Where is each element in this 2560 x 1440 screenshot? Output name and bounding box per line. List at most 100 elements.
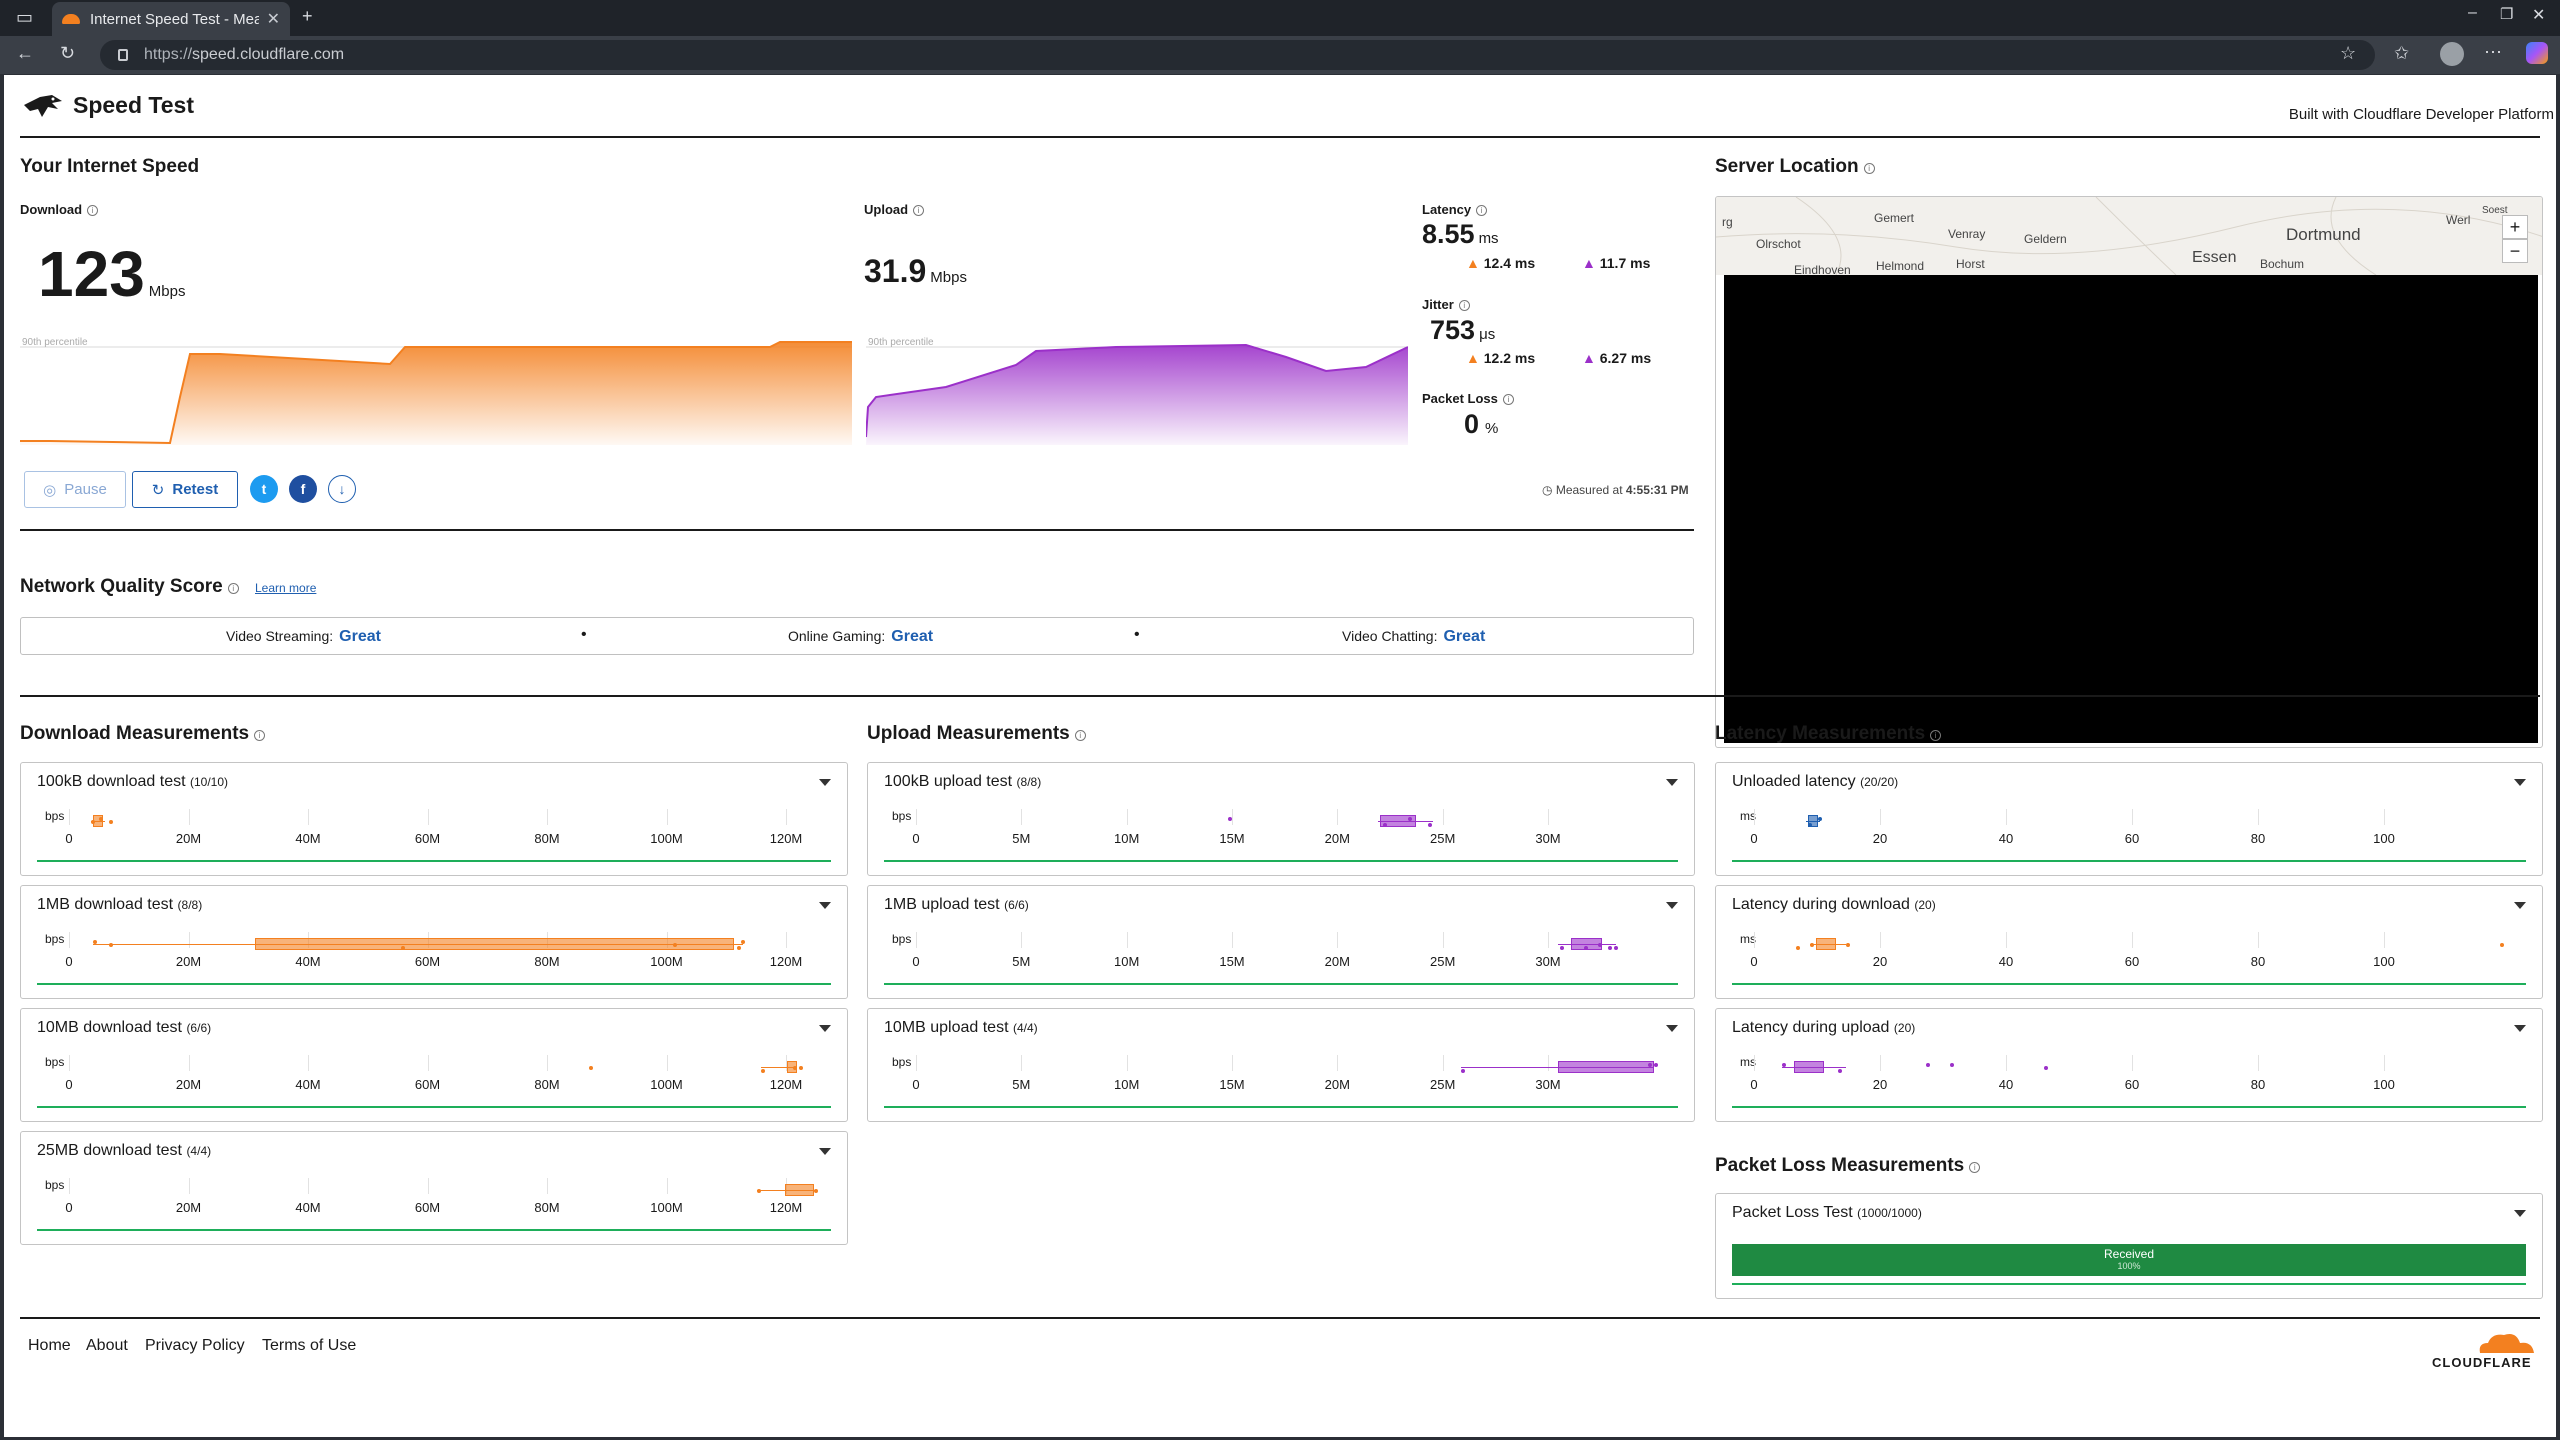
twitter-share-icon[interactable]: t bbox=[250, 475, 278, 503]
sample-point bbox=[1228, 817, 1232, 821]
axis-tick: 0 bbox=[1750, 1077, 1758, 1092]
chevron-down-icon[interactable] bbox=[819, 1148, 831, 1155]
info-icon[interactable]: i bbox=[87, 205, 99, 216]
measurement-card[interactable]: Latency during upload (20) ms 0 20 40 60 80 100 bbox=[1715, 1008, 2543, 1122]
footer-link-terms[interactable]: Terms of Use bbox=[262, 1337, 357, 1354]
info-icon[interactable]: i bbox=[1863, 163, 1875, 174]
status-line bbox=[1732, 860, 2526, 862]
map-label: Olrschot bbox=[1756, 237, 1801, 251]
url-field[interactable]: https:// speed.cloudflare.com bbox=[100, 40, 2375, 70]
axis-tick: 60 bbox=[2124, 954, 2140, 969]
tick-line bbox=[1126, 809, 1128, 825]
download-line bbox=[20, 341, 852, 445]
measurement-card[interactable]: 100kB download test (10/10) bps 0 20M 40M 60M… bbox=[20, 762, 848, 876]
tick-line bbox=[2132, 809, 2133, 825]
tick-line bbox=[2258, 809, 2259, 825]
more-menu-icon[interactable]: ⋯ bbox=[2484, 42, 2502, 62]
chevron-down-icon[interactable] bbox=[819, 902, 831, 909]
axis-tick: 10M bbox=[1114, 954, 1140, 969]
sample-point bbox=[1838, 1069, 1842, 1073]
new-tab-icon[interactable]: + bbox=[302, 6, 313, 26]
built-with-text[interactable]: Built with Cloudflare Developer Platform bbox=[2288, 106, 2554, 123]
measurement-card[interactable]: 100kB upload test (8/8) bps 0 5M 10M 15M 20M 25… bbox=[867, 762, 1695, 876]
chevron-down-icon[interactable] bbox=[1666, 1025, 1678, 1032]
speed-test-logo-icon[interactable] bbox=[22, 91, 64, 121]
chevron-down-icon[interactable] bbox=[2514, 902, 2526, 909]
tick-line bbox=[188, 1178, 190, 1194]
info-icon[interactable]: i bbox=[227, 583, 239, 594]
info-icon[interactable]: i bbox=[1969, 1162, 1981, 1173]
site-title[interactable]: Speed Test bbox=[73, 92, 194, 118]
measurement-card[interactable]: 10MB upload test (4/4) bps 0 5M 10M 15M 20M 25M… bbox=[867, 1008, 1695, 1122]
server-location-map[interactable]: rg Gemert Olrschot Venray Geldern Dortmu… bbox=[1715, 196, 2543, 748]
tick-line bbox=[1232, 1055, 1233, 1071]
packet-loss-card[interactable]: Packet Loss Test (1000/1000) Received 100… bbox=[1715, 1193, 2543, 1299]
chevron-down-icon[interactable] bbox=[2514, 1025, 2526, 1032]
tick-line bbox=[1232, 932, 1233, 948]
maximize-icon[interactable]: ❐ bbox=[2500, 6, 2514, 23]
download-results-icon[interactable]: ↓ bbox=[328, 475, 356, 503]
pause-button[interactable]: ◎ Pause bbox=[24, 471, 126, 508]
footer-link-about[interactable]: About bbox=[86, 1337, 128, 1354]
axis-tick: 10M bbox=[1114, 1077, 1140, 1092]
upload-speed-chart: 90th percentile bbox=[866, 337, 1408, 445]
info-icon[interactable]: i bbox=[913, 205, 925, 216]
chevron-down-icon[interactable] bbox=[1666, 779, 1678, 786]
chevron-down-icon[interactable] bbox=[1666, 902, 1678, 909]
footer-link-home[interactable]: Home bbox=[28, 1337, 71, 1354]
reload-icon[interactable]: ↻ bbox=[60, 43, 76, 63]
measurement-card[interactable]: Unloaded latency (20/20) ms 0 20 40 60 80 100 bbox=[1715, 762, 2543, 876]
retest-button[interactable]: ↻ Retest bbox=[132, 471, 238, 508]
close-tab-icon[interactable]: ✕ bbox=[266, 11, 280, 28]
measurement-label: 10MB upload test (4/4) bbox=[884, 1019, 1038, 1036]
minimize-icon[interactable]: – bbox=[2468, 4, 2477, 21]
measurement-card[interactable]: 25MB download test (4/4) bps 0 20M 40M 60M 80M… bbox=[20, 1131, 848, 1245]
measurement-card[interactable]: 1MB upload test (6/6) bps 0 5M 10M 15M 20M 25M 3… bbox=[867, 885, 1695, 999]
tick-line bbox=[1548, 932, 1549, 948]
tick-line bbox=[2132, 932, 2133, 948]
footer-link-privacy[interactable]: Privacy Policy bbox=[145, 1337, 245, 1354]
info-icon[interactable]: i bbox=[1930, 730, 1942, 741]
info-icon[interactable]: i bbox=[1502, 394, 1514, 405]
chevron-down-icon[interactable] bbox=[2514, 779, 2526, 786]
tick-line bbox=[1126, 932, 1128, 948]
status-line bbox=[1732, 1283, 2526, 1285]
measurement-card[interactable]: Latency during download (20) ms 0 20 40 60 80 1… bbox=[1715, 885, 2543, 999]
profile-avatar[interactable] bbox=[2440, 42, 2464, 66]
info-icon[interactable]: i bbox=[1476, 205, 1488, 216]
browser-tab[interactable]: Internet Speed Test - Meas ✕ bbox=[52, 2, 290, 36]
axis-tick: 100 bbox=[2373, 831, 2395, 846]
info-icon[interactable]: i bbox=[254, 730, 266, 741]
back-icon[interactable]: ← bbox=[16, 43, 34, 63]
info-icon[interactable]: i bbox=[1074, 730, 1086, 741]
window-close-icon[interactable]: ✕ bbox=[2532, 7, 2546, 24]
map-zoom-in-button[interactable]: + bbox=[2502, 215, 2528, 239]
chevron-down-icon[interactable] bbox=[819, 1025, 831, 1032]
bookmark-star-icon[interactable]: ☆ bbox=[2340, 43, 2357, 63]
chevron-down-icon[interactable] bbox=[2514, 1210, 2526, 1217]
axis-tick: 0 bbox=[912, 831, 920, 846]
measurement-card[interactable]: 1MB download test (8/8) bps 0 20M 40M 60M 80M 1… bbox=[20, 885, 848, 999]
sample-point bbox=[1408, 817, 1412, 821]
axis-tick: 40 bbox=[1998, 831, 2014, 846]
facebook-share-icon[interactable]: f bbox=[289, 475, 317, 503]
axis-unit: bps bbox=[892, 932, 912, 946]
chevron-down-icon[interactable] bbox=[819, 779, 831, 786]
tick-line bbox=[69, 809, 70, 825]
info-icon[interactable]: i bbox=[1458, 300, 1470, 311]
status-line bbox=[37, 1106, 831, 1108]
axis-unit: bps bbox=[45, 1055, 65, 1069]
tick-line bbox=[1754, 809, 1755, 825]
tick-line bbox=[786, 1055, 787, 1071]
tick-line bbox=[1021, 932, 1023, 948]
learn-more-link[interactable]: Learn more bbox=[255, 581, 317, 595]
axis-tick: 80M bbox=[534, 954, 560, 969]
site-header: Speed Test Built with Cloudflare Develop… bbox=[4, 75, 2556, 139]
pause-icon: ◎ bbox=[43, 481, 57, 499]
measurement-card[interactable]: 10MB download test (6/6) bps 0 20M 40M 60M 80M… bbox=[20, 1008, 848, 1122]
tab-actions-icon[interactable]: ▭ bbox=[16, 7, 34, 27]
favorites-icon[interactable]: ✩ bbox=[2394, 43, 2410, 63]
copilot-icon[interactable] bbox=[2526, 42, 2548, 64]
sample-point bbox=[109, 820, 113, 824]
map-zoom-out-button[interactable]: − bbox=[2502, 239, 2528, 263]
